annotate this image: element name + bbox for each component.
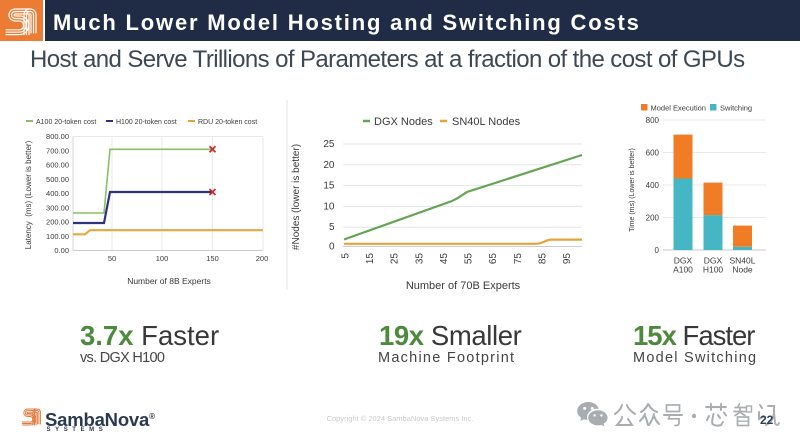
svg-text:45: 45 xyxy=(439,253,450,265)
svg-text:A100 20-token cost: A100 20-token cost xyxy=(36,119,96,126)
svg-text:400.00: 400.00 xyxy=(46,189,69,198)
svg-text:55: 55 xyxy=(464,253,475,265)
svg-text:800: 800 xyxy=(646,116,660,125)
svg-text:75: 75 xyxy=(513,253,524,265)
svg-text:H100 20-token cost: H100 20-token cost xyxy=(116,119,177,126)
svg-text:35: 35 xyxy=(414,253,425,265)
svg-text:Time (ms) (Lower is better): Time (ms) (Lower is better) xyxy=(629,148,636,232)
svg-text:Switching: Switching xyxy=(720,104,752,113)
svg-text:DGX: DGX xyxy=(704,256,723,266)
svg-text:95: 95 xyxy=(562,253,573,265)
svg-text:SN40L: SN40L xyxy=(730,256,756,266)
svg-text:#Nodes (lower is better): #Nodes (lower is better) xyxy=(291,144,302,250)
svg-text:5: 5 xyxy=(329,222,335,233)
svg-text:20: 20 xyxy=(323,160,335,171)
svg-text:600: 600 xyxy=(646,148,660,157)
svg-text:A100: A100 xyxy=(673,265,693,275)
svg-text:200.00: 200.00 xyxy=(46,218,69,227)
svg-text:85: 85 xyxy=(538,253,549,265)
svg-text:5: 5 xyxy=(341,253,352,259)
svg-text:H100: H100 xyxy=(703,265,724,275)
svg-text:10: 10 xyxy=(323,201,335,212)
svg-text:200: 200 xyxy=(256,254,269,263)
svg-text:SN40L Nodes: SN40L Nodes xyxy=(452,116,521,128)
svg-text:65: 65 xyxy=(488,253,499,265)
svg-text:DGX Nodes: DGX Nodes xyxy=(374,116,433,128)
svg-text:0: 0 xyxy=(655,246,660,255)
svg-text:200: 200 xyxy=(646,213,660,222)
svg-text:100: 100 xyxy=(156,254,169,263)
svg-text:0: 0 xyxy=(329,242,335,253)
svg-text:25: 25 xyxy=(390,253,401,265)
svg-text:Number of 70B Experts: Number of 70B Experts xyxy=(406,280,521,292)
svg-text:25: 25 xyxy=(323,139,335,150)
svg-text:50: 50 xyxy=(108,254,116,263)
svg-text:300.00: 300.00 xyxy=(46,203,69,212)
svg-text:500.00: 500.00 xyxy=(46,175,69,184)
svg-text:800.00: 800.00 xyxy=(46,132,69,141)
svg-text:100.00: 100.00 xyxy=(46,232,69,241)
svg-text:15: 15 xyxy=(323,181,335,192)
svg-text:Number of 8B Experts: Number of 8B Experts xyxy=(127,276,211,286)
svg-text:DGX: DGX xyxy=(674,256,693,266)
svg-text:600.00: 600.00 xyxy=(46,161,69,170)
svg-text:0.00: 0.00 xyxy=(54,246,69,255)
svg-text:Latency (ms) (Lower is better: Latency (ms) (Lower is better) xyxy=(24,140,33,249)
svg-text:150: 150 xyxy=(206,254,219,263)
svg-text:Node: Node xyxy=(732,265,753,275)
svg-text:15: 15 xyxy=(365,253,376,265)
svg-text:400: 400 xyxy=(646,181,660,190)
svg-text:RDU 20-token cost: RDU 20-token cost xyxy=(198,119,257,126)
svg-text:700.00: 700.00 xyxy=(46,146,69,155)
svg-text:Model Execution: Model Execution xyxy=(651,104,706,113)
